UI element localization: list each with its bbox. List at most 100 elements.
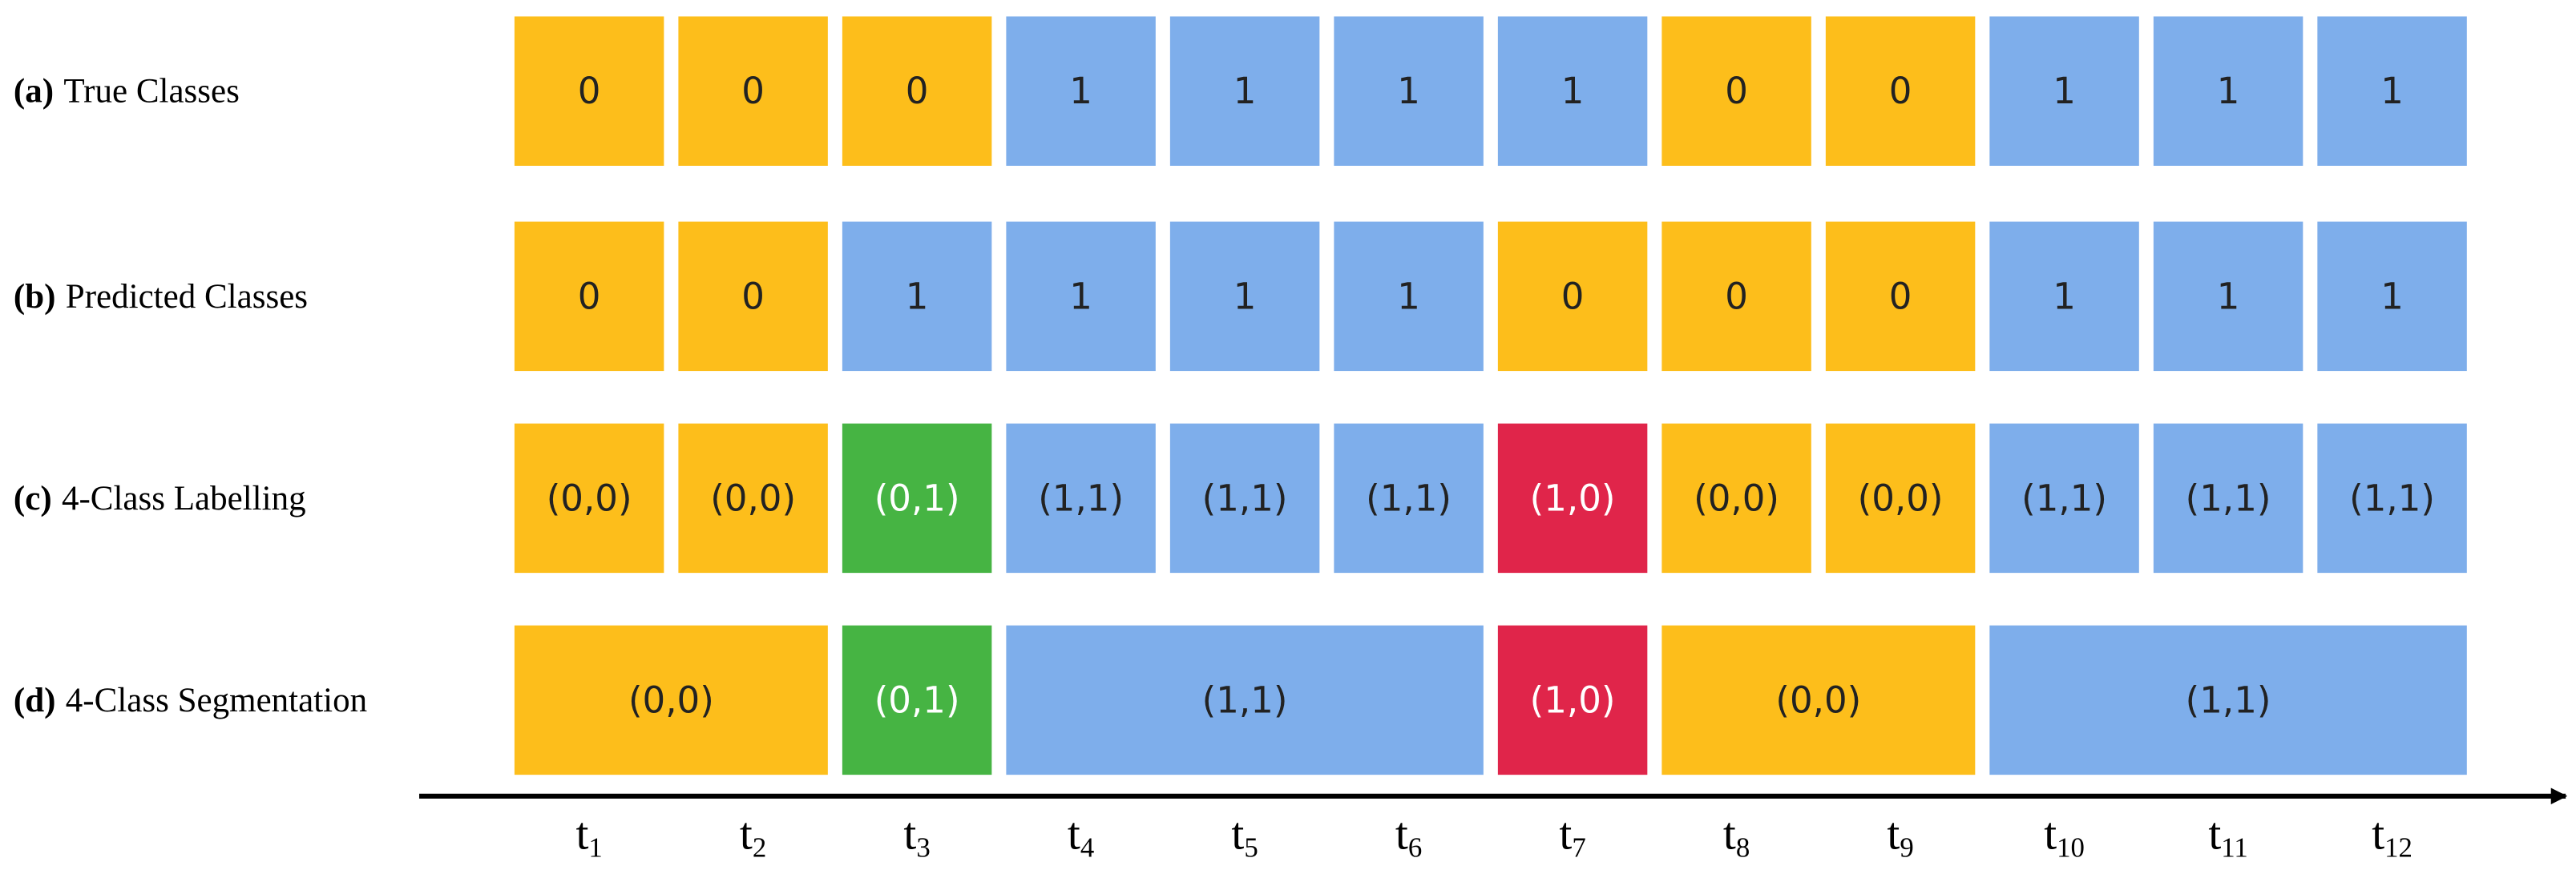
time-label: t1 [575, 808, 602, 863]
segment [1661, 625, 1976, 775]
cell-text: (0,0) [1694, 477, 1779, 519]
cell [1497, 16, 1648, 166]
time-sub: 5 [1244, 832, 1258, 864]
cell [678, 16, 828, 166]
time-base: t [1723, 808, 1736, 859]
cell-text: (0,0) [547, 477, 632, 519]
segment-text: (0,1) [874, 679, 960, 721]
cell-text: 0 [1561, 275, 1585, 317]
cell [514, 221, 664, 372]
cell [1661, 16, 1811, 166]
time-label: t5 [1231, 808, 1258, 863]
time-base: t [1395, 808, 1408, 859]
time-sub: 10 [2057, 832, 2085, 864]
time-label: t4 [1068, 808, 1094, 863]
time-sub: 6 [1408, 832, 1422, 864]
cell-text: (0,0) [710, 477, 796, 519]
segment [1989, 625, 2467, 775]
time-label: t2 [740, 808, 766, 863]
cell [2317, 423, 2467, 574]
cell-text: 1 [2380, 70, 2404, 112]
cell-text: (1,1) [1366, 477, 1452, 519]
cell [1334, 16, 1484, 166]
time-sub: 8 [1736, 832, 1750, 864]
segment [842, 625, 992, 775]
time-label: t10 [2044, 808, 2085, 863]
cell [514, 423, 664, 574]
time-label: t11 [2208, 808, 2247, 863]
time-sub: 11 [2221, 832, 2248, 864]
cell [678, 221, 828, 372]
cell-text: (1,1) [1202, 477, 1288, 519]
cell-text: (0,0) [1858, 477, 1944, 519]
cell [1334, 423, 1484, 574]
cell-text: (0,1) [874, 477, 960, 519]
cell-text: 0 [1725, 275, 1748, 317]
row-prefix: (d) [14, 681, 56, 719]
segment-text: (1,1) [1202, 679, 1288, 721]
cell [842, 423, 992, 574]
time-base: t [2372, 808, 2384, 859]
cell-text: 1 [1069, 275, 1092, 317]
time-sub: 4 [1080, 832, 1094, 864]
cell [842, 221, 992, 372]
row-label: (c) 4-Class Labelling [14, 479, 306, 517]
cell-text: 0 [1725, 70, 1748, 112]
segment-text: (0,0) [1775, 679, 1861, 721]
cell-text: 1 [906, 275, 929, 317]
row-label: (a) True Classes [14, 72, 240, 110]
cell [1661, 221, 1811, 372]
row-title: 4-Class Segmentation [66, 681, 367, 719]
time-base: t [740, 808, 753, 859]
time-base: t [1231, 808, 1244, 859]
time-sub: 9 [1900, 832, 1913, 864]
time-base: t [1068, 808, 1080, 859]
cell [1006, 221, 1156, 372]
cell-text: (1,1) [2021, 477, 2107, 519]
cell-text: 0 [578, 275, 601, 317]
row-prefix: (c) [14, 479, 52, 517]
cell-text: 0 [906, 70, 929, 112]
cell-text: 1 [2053, 70, 2076, 112]
cell [2153, 423, 2303, 574]
time-base: t [2208, 808, 2221, 859]
segment-text: (0,0) [628, 679, 714, 721]
cell-text: 0 [741, 275, 765, 317]
cell-text: (1,1) [2349, 477, 2435, 519]
cell-text: (1,1) [2186, 477, 2271, 519]
row-title: Predicted Classes [66, 277, 308, 315]
row-prefix: (b) [14, 277, 56, 315]
time-label: t8 [1723, 808, 1750, 863]
cell-text: 1 [2053, 275, 2076, 317]
segment-text: (1,0) [1530, 679, 1616, 721]
cell-text: 1 [1233, 275, 1257, 317]
cell [2153, 16, 2303, 166]
time-sub: 3 [916, 832, 930, 864]
cell [1825, 221, 1976, 372]
cell-text: 1 [1397, 70, 1420, 112]
row-label: (b) Predicted Classes [14, 277, 308, 315]
cell [842, 16, 992, 166]
cell [2317, 16, 2467, 166]
time-sub: 12 [2384, 832, 2412, 864]
cell-text: 1 [2217, 275, 2240, 317]
cell-text: 1 [1233, 70, 1257, 112]
cell [1169, 221, 1320, 372]
row-prefix: (a) [14, 72, 54, 110]
cell-text: 1 [2217, 70, 2240, 112]
cell [1497, 423, 1648, 574]
cell-text: 0 [741, 70, 765, 112]
cell [1334, 221, 1484, 372]
time-sub: 2 [753, 832, 766, 864]
cell [1169, 16, 1320, 166]
time-label: t12 [2372, 808, 2412, 863]
cell-text: (1,1) [1038, 477, 1124, 519]
time-label: t7 [1559, 808, 1585, 863]
cell [1169, 423, 1320, 574]
cell-text: (1,0) [1530, 477, 1616, 519]
time-sub: 1 [588, 832, 602, 864]
cell [1989, 423, 2139, 574]
cell [2317, 221, 2467, 372]
cell [1989, 16, 2139, 166]
